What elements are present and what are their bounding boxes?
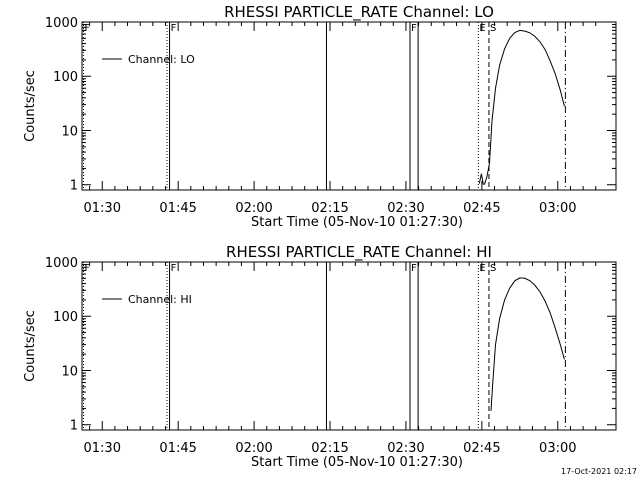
series-line [483, 29, 565, 185]
y-axis-label: Counts/sec [23, 310, 38, 382]
event-marker-label: F [171, 263, 177, 274]
x-tick-label: 02:45 [463, 441, 500, 456]
x-tick-label: 02:30 [387, 201, 424, 216]
x-tick-label: 01:30 [84, 441, 121, 456]
y-tick-label: 1000 [45, 256, 78, 271]
x-tick-label: 02:00 [235, 441, 272, 456]
y-tick-label: 1 [70, 179, 78, 194]
y-tick-label: 1 [70, 419, 78, 434]
event-marker-label: S [490, 23, 496, 34]
chart-panel-1: RHESSI PARTICLE_RATE Channel: LO Start Ti… [23, 3, 617, 230]
x-tick-label: 02:00 [235, 201, 272, 216]
y-tick-label: 100 [53, 310, 78, 325]
x-tick-label: 02:15 [311, 201, 348, 216]
series-line [490, 277, 565, 411]
x-tick-label: 02:15 [311, 441, 348, 456]
event-marker-label: F [411, 23, 417, 34]
y-tick-label: 100 [53, 70, 78, 85]
x-tick-label: 03:00 [539, 201, 576, 216]
chart-title: RHESSI PARTICLE_RATE Channel: HI [226, 243, 492, 262]
y-tick-label: 1000 [45, 16, 78, 31]
x-axis-label: Start Time (05-Nov-10 01:27:30) [251, 215, 463, 230]
event-marker-label: E [479, 263, 485, 274]
chart-panel-2: RHESSI PARTICLE_RATE Channel: HI Start Ti… [23, 243, 617, 470]
event-marker-label: F [85, 23, 91, 34]
legend-label: Channel: HI [128, 293, 192, 306]
legend-label: Channel: LO [128, 53, 195, 66]
x-tick-label: 02:45 [463, 201, 500, 216]
y-tick-label: 10 [61, 364, 78, 379]
x-tick-label: 03:00 [539, 441, 576, 456]
plot-frame [81, 21, 617, 191]
x-tick-label: 01:45 [159, 201, 196, 216]
plot-frame [81, 261, 617, 431]
x-axis-label: Start Time (05-Nov-10 01:27:30) [251, 455, 463, 470]
x-tick-label: 02:30 [387, 441, 424, 456]
chart-title: RHESSI PARTICLE_RATE Channel: LO [224, 3, 494, 22]
event-marker-label: E [479, 23, 485, 34]
event-marker-label: F [411, 263, 417, 274]
event-marker-label: F [171, 23, 177, 34]
x-tick-label: 01:45 [159, 441, 196, 456]
footer-timestamp: 17-Oct-2021 02:17 [561, 467, 637, 476]
event-marker-label: F [85, 263, 91, 274]
y-tick-label: 10 [61, 124, 78, 139]
series-line [478, 173, 484, 185]
event-marker-label: S [490, 263, 496, 274]
x-tick-label: 01:30 [84, 201, 121, 216]
y-axis-label: Counts/sec [23, 70, 38, 142]
